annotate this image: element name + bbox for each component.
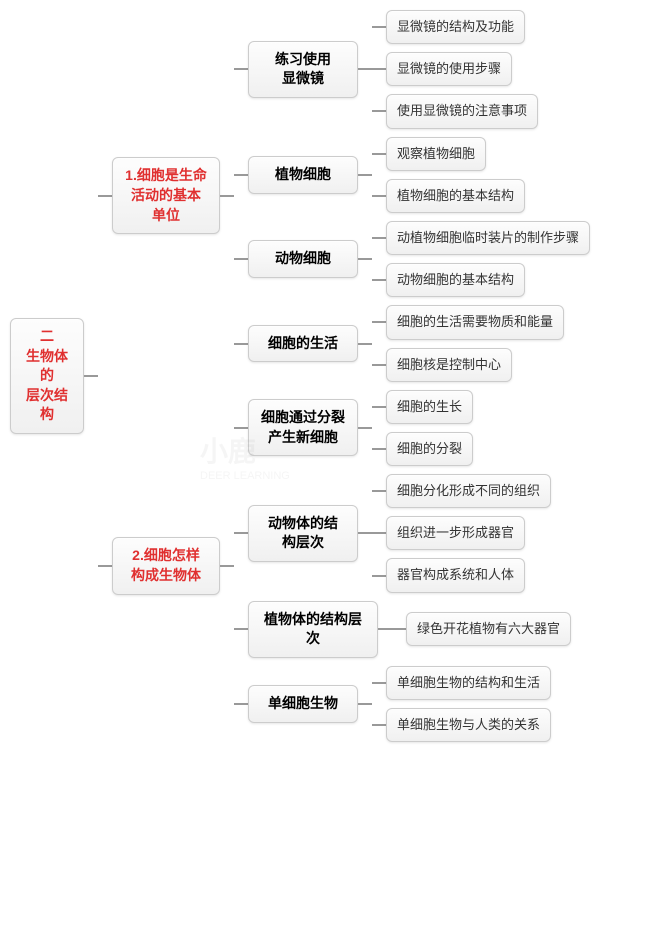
s2-n0-leaves: 细胞的生长 细胞的分裂 <box>372 390 473 466</box>
connector <box>220 565 234 567</box>
branch-s1-n3: 细胞的生活 细胞的生活需要物质和能量 细胞核是控制中心 <box>234 305 590 381</box>
connector <box>234 174 248 176</box>
leaf: 动植物细胞临时装片的制作步骤 <box>386 221 590 255</box>
connector <box>234 628 248 630</box>
connector <box>234 427 248 429</box>
connector <box>358 68 372 70</box>
connector <box>234 68 248 70</box>
l1-node-1: 1.细胞是生命 活动的基本 单位 <box>112 157 220 234</box>
leaf: 动物细胞的基本结构 <box>386 263 525 297</box>
l2-node-cell-life: 细胞的生活 <box>248 325 358 363</box>
leaf: 细胞的生长 <box>386 390 473 424</box>
branch-s1-n1: 植物细胞 观察植物细胞 植物细胞的基本结构 <box>234 137 590 213</box>
branch-s2-n2: 植物体的结构层次 绿色开花植物有六大器官 <box>234 601 571 658</box>
leaf: 单细胞生物与人类的关系 <box>386 708 551 742</box>
connector <box>234 532 248 534</box>
leaf: 使用显微镜的注意事项 <box>386 94 538 128</box>
leaf: 单细胞生物的结构和生活 <box>386 666 551 700</box>
branch-s2-n3: 单细胞生物 单细胞生物的结构和生活 单细胞生物与人类的关系 <box>234 666 571 742</box>
leaf: 细胞的生活需要物质和能量 <box>386 305 564 339</box>
s2-n2-leaves: 绿色开花植物有六大器官 <box>392 612 571 646</box>
branch-s2-n1: 动物体的结 构层次 细胞分化形成不同的组织 组织进一步形成器官 器官构成系统和人… <box>234 474 571 593</box>
leaf: 显微镜的结构及功能 <box>386 10 525 44</box>
leaf: 细胞分化形成不同的组织 <box>386 474 551 508</box>
root-line3: 层次结构 <box>26 387 68 423</box>
connector <box>220 195 234 197</box>
leaf: 绿色开花植物有六大器官 <box>406 612 571 646</box>
l2-node-plant-structure: 植物体的结构层次 <box>248 601 378 658</box>
leaf: 植物细胞的基本结构 <box>386 179 525 213</box>
leaf: 显微镜的使用步骤 <box>386 52 512 86</box>
connector <box>358 174 372 176</box>
l2-node-microscope: 练习使用 显微镜 <box>248 41 358 98</box>
leaf: 器官构成系统和人体 <box>386 558 525 592</box>
leaf: 细胞核是控制中心 <box>386 348 512 382</box>
branch-section1: 1.细胞是生命 活动的基本 单位 练习使用 显微镜 显微镜的结构及功能 显微镜的 <box>98 10 590 382</box>
connector <box>358 703 372 705</box>
s2-n1-leaves: 细胞分化形成不同的组织 组织进一步形成器官 器官构成系统和人体 <box>372 474 551 593</box>
connector <box>84 375 98 377</box>
l2-node-plant-cell: 植物细胞 <box>248 156 358 194</box>
section1-children: 练习使用 显微镜 显微镜的结构及功能 显微镜的使用步骤 使用显微镜的注意事项 植… <box>234 10 590 382</box>
connector <box>98 195 112 197</box>
connector <box>358 427 372 429</box>
mindmap-root-container: 二 生物体的 层次结构 1.细胞是生命 活动的基本 单位 练习使用 显微镜 <box>10 10 642 742</box>
branch-s2-n0: 细胞通过分裂 产生新细胞 细胞的生长 细胞的分裂 <box>234 390 571 466</box>
s1-n2-leaves: 动植物细胞临时装片的制作步骤 动物细胞的基本结构 <box>372 221 590 297</box>
l1-node-2: 2.细胞怎样 构成生物体 <box>112 537 220 594</box>
connector <box>378 628 392 630</box>
leaf: 细胞的分裂 <box>386 432 473 466</box>
s1-n0-leaves: 显微镜的结构及功能 显微镜的使用步骤 使用显微镜的注意事项 <box>372 10 538 129</box>
connector <box>98 565 112 567</box>
root-line2: 生物体的 <box>26 348 68 384</box>
root-line1: 二 <box>40 328 54 344</box>
connector <box>358 532 372 534</box>
s2-n3-leaves: 单细胞生物的结构和生活 单细胞生物与人类的关系 <box>372 666 551 742</box>
s1-n3-leaves: 细胞的生活需要物质和能量 细胞核是控制中心 <box>372 305 564 381</box>
branch-s1-n2: 动物细胞 动植物细胞临时装片的制作步骤 动物细胞的基本结构 <box>234 221 590 297</box>
root-node: 二 生物体的 层次结构 <box>10 318 84 434</box>
connector <box>234 258 248 260</box>
l2-node-animal-structure: 动物体的结 构层次 <box>248 505 358 562</box>
connector <box>234 703 248 705</box>
leaf: 观察植物细胞 <box>386 137 486 171</box>
connector <box>358 343 372 345</box>
branch-section2: 2.细胞怎样 构成生物体 细胞通过分裂 产生新细胞 细胞的生长 细胞的分裂 <box>98 390 590 743</box>
connector <box>358 258 372 260</box>
section2-children: 细胞通过分裂 产生新细胞 细胞的生长 细胞的分裂 动物体的结 构层次 <box>234 390 571 743</box>
l2-node-single-cell: 单细胞生物 <box>248 685 358 723</box>
level1-children: 1.细胞是生命 活动的基本 单位 练习使用 显微镜 显微镜的结构及功能 显微镜的 <box>98 10 590 742</box>
l2-node-division: 细胞通过分裂 产生新细胞 <box>248 399 358 456</box>
s1-n1-leaves: 观察植物细胞 植物细胞的基本结构 <box>372 137 525 213</box>
branch-s1-n0: 练习使用 显微镜 显微镜的结构及功能 显微镜的使用步骤 使用显微镜的注意事项 <box>234 10 590 129</box>
l2-node-animal-cell: 动物细胞 <box>248 240 358 278</box>
leaf: 组织进一步形成器官 <box>386 516 525 550</box>
connector <box>234 343 248 345</box>
